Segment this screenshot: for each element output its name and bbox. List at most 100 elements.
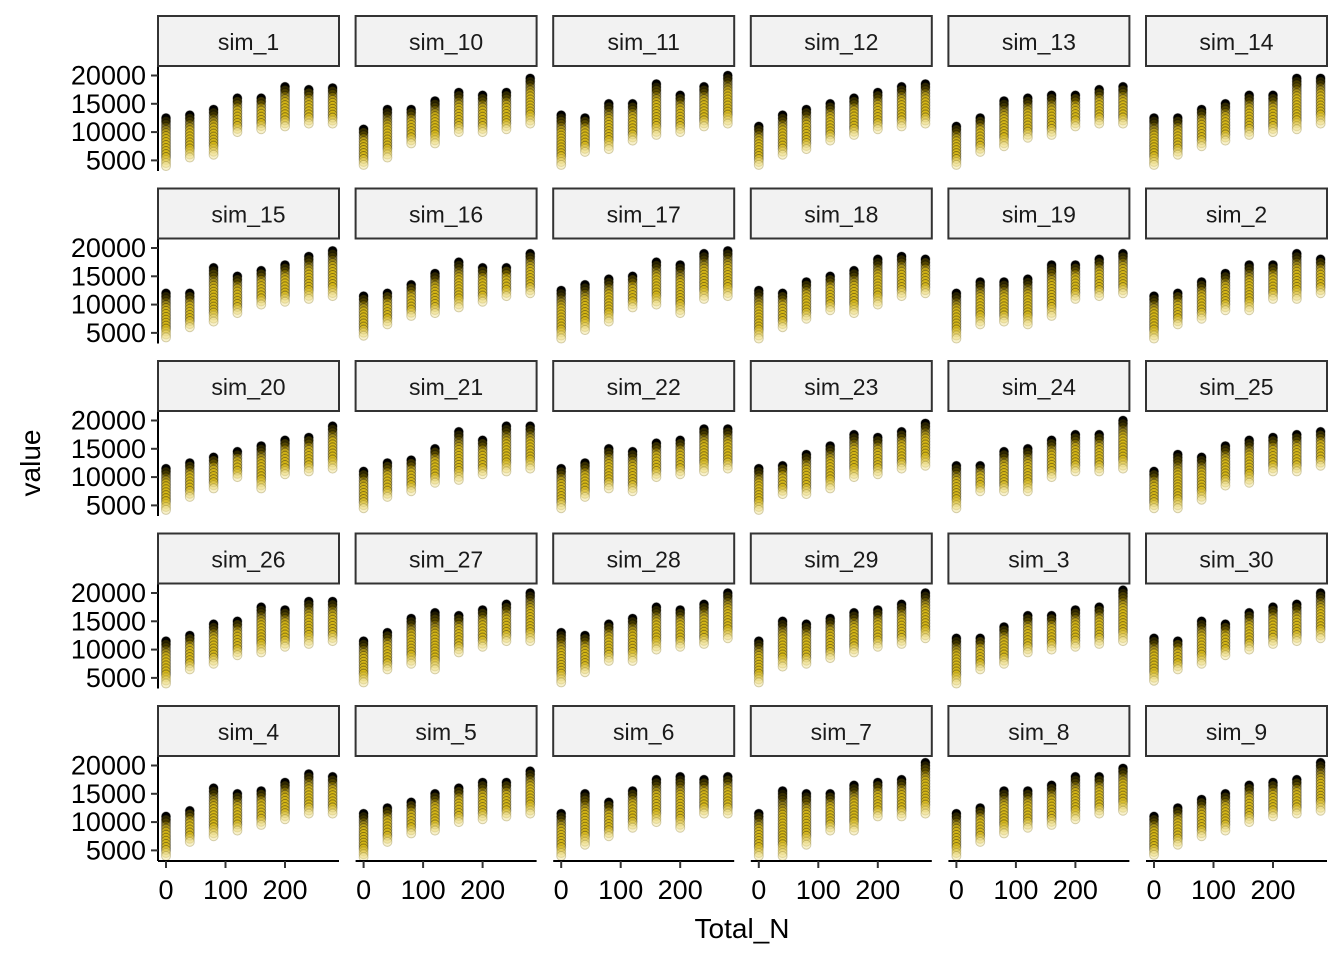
data-point: [675, 469, 686, 480]
data-point: [1291, 808, 1302, 819]
data-point: [753, 159, 764, 170]
data-point: [280, 121, 290, 132]
data-point: [1172, 664, 1183, 675]
data-point: [525, 288, 536, 299]
strip-label: sim_11: [607, 29, 679, 55]
y-tick-label: 20000: [71, 578, 146, 608]
data-point: [849, 825, 859, 836]
data-point: [430, 138, 440, 149]
strip-label: sim_1: [218, 29, 279, 55]
data-point: [849, 129, 859, 140]
data-point: [1291, 293, 1302, 304]
data-point: [975, 319, 986, 330]
data-point: [1070, 641, 1081, 652]
data-point: [1046, 310, 1057, 321]
data-point: [358, 330, 369, 341]
data-point: [1022, 319, 1033, 330]
data-point: [525, 636, 536, 647]
data-point: [525, 118, 536, 129]
facet-panel-sim_8: sim_8 0 100 200: [947, 705, 1131, 905]
data-point: [1291, 466, 1302, 477]
data-point: [184, 152, 195, 163]
data-point: [1094, 638, 1105, 649]
data-point: [920, 460, 931, 471]
x-tick-label: 0: [158, 875, 173, 905]
data-point: [580, 491, 590, 502]
data-point: [896, 638, 907, 649]
data-point: [1268, 466, 1278, 477]
data-point: [651, 129, 662, 140]
data-point: [406, 138, 417, 149]
data-point: [1046, 644, 1057, 655]
data-point: [849, 472, 859, 483]
strip-label: sim_7: [811, 719, 872, 745]
data-point: [161, 851, 171, 862]
data-point: [406, 658, 417, 669]
x-tick-label: 0: [751, 875, 766, 905]
data-point: [430, 825, 440, 836]
data-point: [453, 647, 464, 658]
facet-panel-sim_9: sim_9 0 100 200: [1145, 705, 1328, 905]
data-point: [1046, 472, 1057, 483]
strip-background: [157, 15, 340, 67]
facet-panel-sim_23: sim_23: [749, 360, 933, 515]
facet-panel-sim_21: sim_21: [354, 360, 538, 514]
data-point: [430, 664, 440, 675]
y-tick-label: 15000: [71, 89, 146, 119]
data-point: [453, 474, 464, 485]
data-point: [801, 489, 812, 500]
x-tick-label: 0: [554, 875, 569, 905]
data-point: [872, 299, 883, 310]
data-point: [556, 333, 567, 344]
data-point: [920, 288, 931, 299]
data-point: [501, 291, 512, 302]
strip-background: [354, 187, 538, 240]
strip-background: [1145, 187, 1328, 240]
data-point: [1118, 805, 1128, 816]
data-point: [999, 141, 1009, 152]
strip-label: sim_15: [211, 202, 285, 228]
data-point: [358, 159, 369, 170]
data-point: [161, 332, 171, 343]
data-point: [477, 814, 488, 825]
data-point: [232, 825, 243, 836]
data-point: [556, 851, 567, 862]
y-tick-label: 20000: [71, 60, 146, 90]
data-point: [501, 636, 512, 647]
data-point: [801, 144, 812, 155]
strip-label: sim_9: [1206, 719, 1267, 745]
data-point: [1268, 638, 1278, 649]
x-tick-label: 200: [460, 875, 505, 905]
strip-label: sim_18: [804, 202, 878, 228]
data-point: [699, 808, 709, 819]
strip-background: [157, 187, 340, 240]
data-point: [1118, 288, 1128, 299]
data-point: [1149, 159, 1159, 170]
data-point: [825, 305, 836, 316]
data-point: [1220, 135, 1231, 146]
facet-panel-sim_27: sim_27: [354, 532, 538, 688]
data-point: [303, 466, 314, 477]
facet-panel-sim_24: sim_24: [947, 360, 1131, 514]
data-point: [975, 486, 986, 497]
data-point: [975, 146, 986, 157]
strip-label: sim_21: [409, 374, 483, 400]
data-point: [896, 811, 907, 822]
data-point: [872, 811, 883, 822]
data-point: [872, 641, 883, 652]
data-point: [1149, 675, 1159, 686]
data-point: [627, 302, 638, 313]
data-point: [382, 836, 393, 847]
data-point: [477, 469, 488, 480]
data-point: [1172, 319, 1183, 330]
data-point: [358, 677, 369, 688]
data-point: [358, 503, 369, 514]
data-point: [256, 647, 267, 658]
data-point: [1070, 814, 1081, 825]
data-point: [382, 319, 393, 330]
data-point: [430, 477, 440, 488]
data-point: [1196, 658, 1207, 669]
data-point: [753, 504, 764, 515]
data-point: [627, 655, 638, 666]
